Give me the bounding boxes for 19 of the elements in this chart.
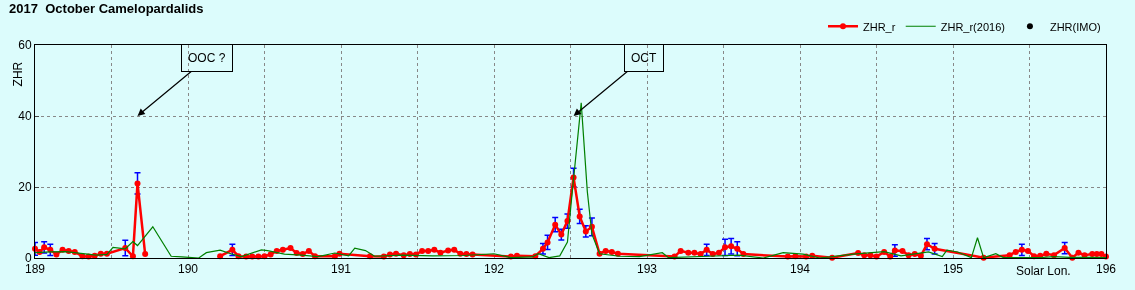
x-axis-title: Solar Lon. bbox=[1016, 264, 1071, 278]
legend-label: ZHR_r bbox=[863, 20, 896, 33]
x-tick-label: 189 bbox=[24, 262, 46, 277]
y-tick-label: 20 bbox=[18, 180, 32, 195]
y-tick-label: 40 bbox=[18, 109, 32, 124]
y-tick-label: 60 bbox=[18, 38, 32, 53]
x-tick-label: 195 bbox=[942, 262, 964, 277]
x-tick-label: 194 bbox=[789, 262, 811, 277]
chart-title: 2017 October Camelopardalids bbox=[9, 1, 204, 17]
x-tick-label: 190 bbox=[177, 262, 199, 277]
x-tick-label: 193 bbox=[636, 262, 658, 277]
x-tick-label: 192 bbox=[483, 262, 505, 277]
annotation: OCT bbox=[631, 51, 657, 65]
legend-label: ZHR_r(2016) bbox=[940, 20, 1005, 33]
legend-label: ZHR(IMO) bbox=[1049, 20, 1101, 33]
x-tick-label: 191 bbox=[330, 262, 352, 277]
y-axis-title: ZHR bbox=[10, 61, 25, 87]
x-tick-label: 196 bbox=[1095, 262, 1117, 277]
annotation: OOC ? bbox=[188, 51, 226, 65]
